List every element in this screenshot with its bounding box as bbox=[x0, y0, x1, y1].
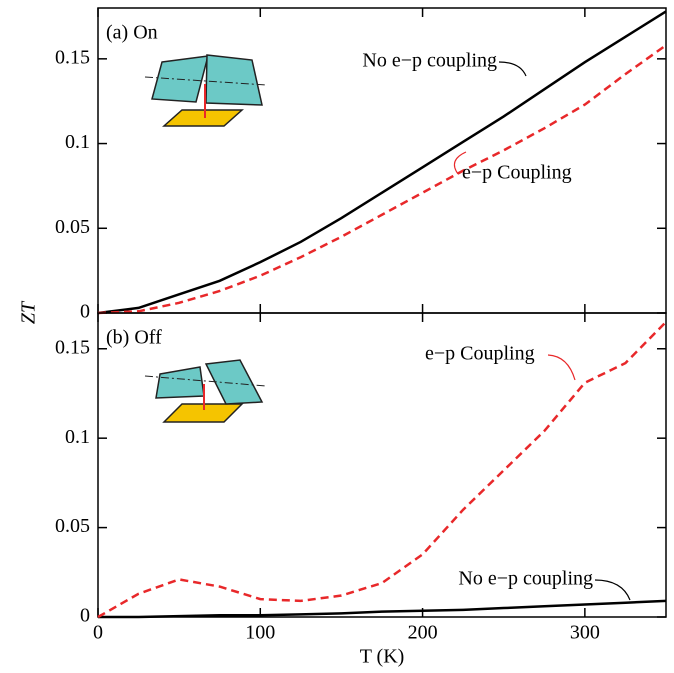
plot-frame bbox=[97, 312, 667, 618]
x-tick-label: 300 bbox=[570, 622, 600, 644]
annotation: e−p Coupling bbox=[462, 162, 572, 184]
y-tick-label: 0.05 bbox=[55, 216, 90, 238]
y-tick-label: 0 bbox=[80, 605, 90, 627]
series-line bbox=[97, 321, 667, 619]
annotation-leader bbox=[594, 579, 631, 601]
y-axis-label: ZT bbox=[18, 300, 40, 324]
x-tick-label: 0 bbox=[93, 622, 103, 644]
series-line bbox=[97, 10, 667, 315]
inset-top bbox=[144, 54, 267, 127]
annotation-leader bbox=[498, 61, 527, 77]
annotation: No e−p coupling bbox=[458, 568, 593, 590]
y-tick-label: 0 bbox=[80, 301, 90, 323]
inset-bottom bbox=[144, 359, 267, 423]
y-tick-label: 0.15 bbox=[55, 46, 90, 68]
annotation-leader bbox=[547, 354, 576, 381]
x-tick-label: 100 bbox=[245, 622, 275, 644]
x-tick-label: 200 bbox=[408, 622, 438, 644]
annotation: e−p Coupling bbox=[425, 343, 535, 365]
series-line bbox=[98, 599, 667, 619]
panel-title: (b) Off bbox=[106, 327, 162, 349]
x-axis-label: T (K) bbox=[360, 646, 405, 668]
panel-title: (a) On bbox=[106, 22, 158, 44]
y-tick-label: 0.15 bbox=[55, 336, 90, 358]
y-tick-label: 0.1 bbox=[65, 131, 90, 153]
y-tick-label: 0.1 bbox=[65, 426, 90, 448]
annotation-leader bbox=[453, 151, 467, 175]
annotation: No e−p coupling bbox=[362, 50, 497, 72]
y-tick-label: 0.05 bbox=[55, 515, 90, 537]
series-line bbox=[97, 44, 667, 315]
